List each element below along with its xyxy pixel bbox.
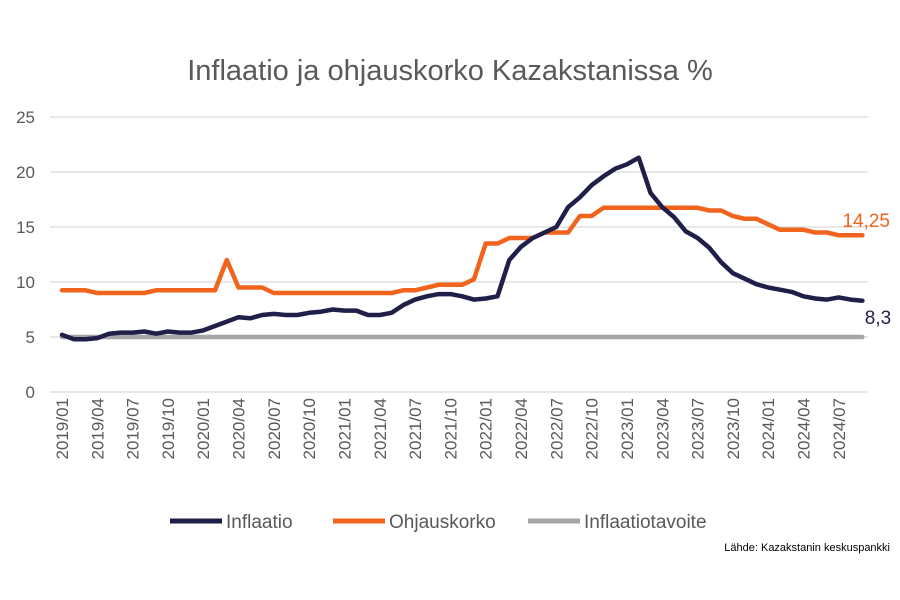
x-tick-label: 2020/07 [265, 398, 284, 459]
y-tick-label: 20 [16, 163, 35, 182]
y-tick-label: 25 [16, 108, 35, 127]
x-tick-label: 2024/07 [830, 398, 849, 459]
x-tick-label: 2023/07 [689, 398, 708, 459]
y-tick-label: 5 [26, 328, 35, 347]
y-tick-label: 0 [26, 383, 35, 402]
legend-label: Inflaatio [226, 512, 293, 533]
end-label-inflaatio: 8,3 [865, 308, 891, 329]
x-tick-label: 2021/07 [406, 398, 425, 459]
x-tick-label: 2019/01 [53, 398, 72, 459]
x-tick-label: 2020/01 [194, 398, 213, 459]
x-tick-label: 2022/10 [583, 398, 602, 459]
x-tick-label: 2019/07 [124, 398, 143, 459]
x-tick-label: 2019/04 [88, 398, 107, 459]
x-tick-label: 2024/04 [795, 398, 814, 459]
x-tick-label: 2021/04 [371, 398, 390, 459]
x-tick-label: 2023/10 [724, 398, 743, 459]
x-tick-label: 2020/04 [230, 398, 249, 459]
series-line-ohjauskorko [59, 205, 865, 296]
x-tick-label: 2022/04 [512, 398, 531, 459]
x-tick-label: 2021/01 [335, 398, 354, 459]
legend-label: Ohjauskorko [389, 512, 496, 533]
legend-label: Inflaatiotavoite [584, 512, 707, 533]
chart-title: Inflaatio ja ohjauskorko Kazakstanissa % [187, 55, 713, 87]
x-tick-label: 2020/10 [300, 398, 319, 459]
x-tick-label: 2023/01 [618, 398, 637, 459]
x-tick-label: 2022/01 [477, 398, 496, 459]
x-tick-label: 2022/07 [547, 398, 566, 459]
end-label-ohjauskorko: 14,25 [842, 211, 890, 232]
x-tick-label: 2023/04 [653, 398, 672, 459]
source-note: Lähde: Kazakstanin keskuspankki [724, 542, 890, 554]
y-tick-label: 15 [16, 218, 35, 237]
x-tick-label: 2024/01 [759, 398, 778, 459]
y-tick-label: 10 [16, 273, 35, 292]
x-tick-label: 2021/10 [441, 398, 460, 459]
x-tick-label: 2019/10 [159, 398, 178, 459]
series-line-inflaatio [59, 155, 865, 342]
